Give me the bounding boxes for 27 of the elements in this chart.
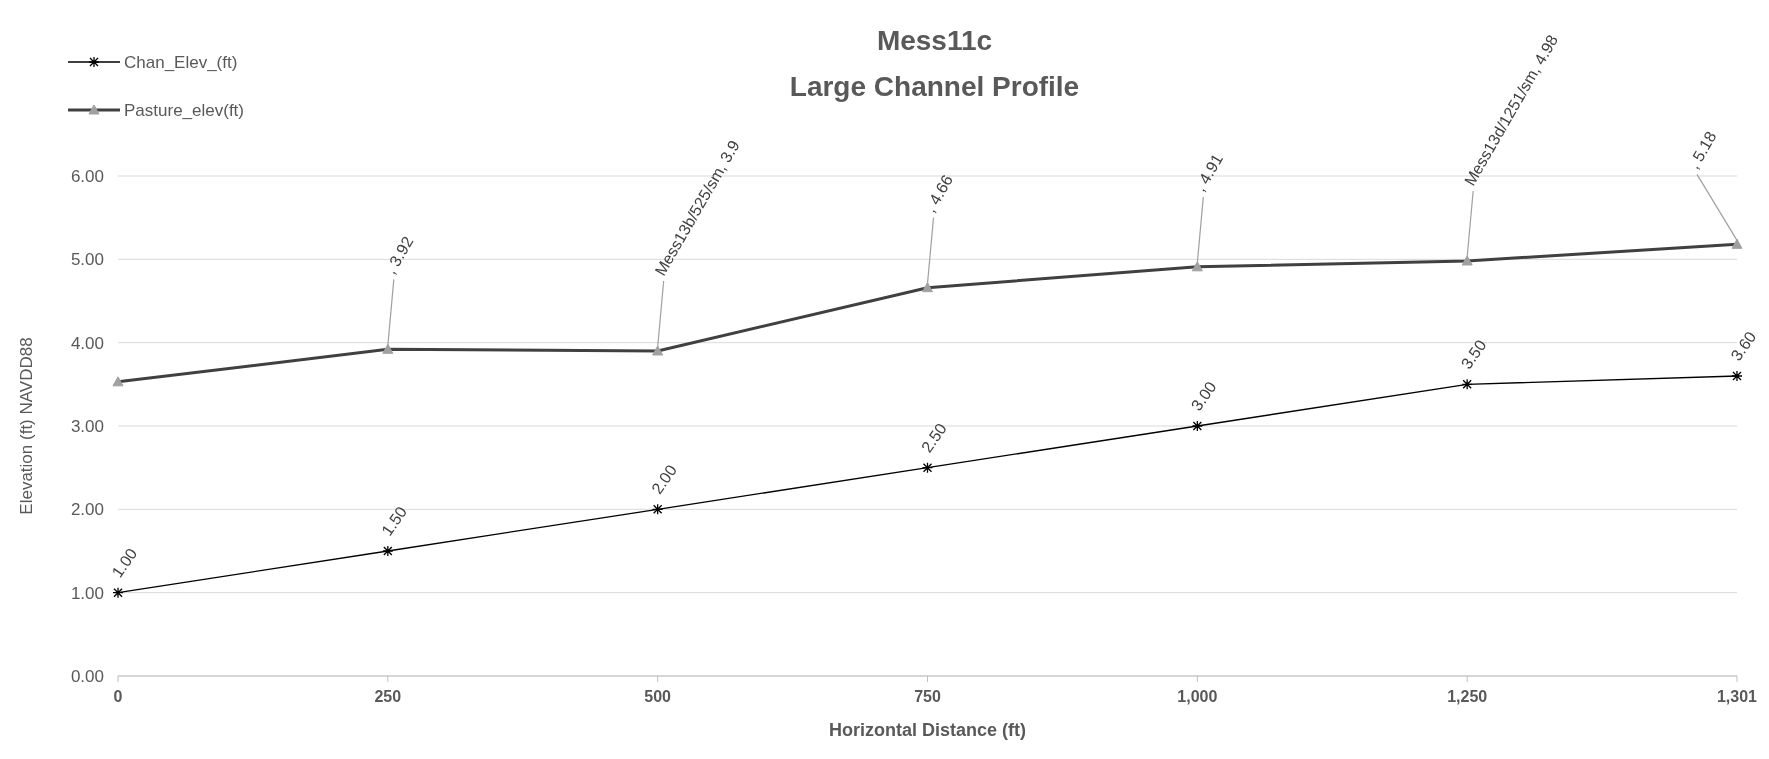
y-tick-label: 4.00 xyxy=(70,333,104,353)
x-tick-label: 750 xyxy=(914,688,941,705)
chart-title: Mess11c xyxy=(876,25,993,56)
legend-label: Pasture_elev(ft) xyxy=(124,100,244,120)
x-tick-label: 0 xyxy=(113,688,123,705)
point xyxy=(652,503,664,515)
x-tick-label: 1,250 xyxy=(1447,688,1488,705)
x-tick-label: 1,000 xyxy=(1177,688,1218,705)
point xyxy=(1191,420,1203,432)
y-tick-label: 5.00 xyxy=(70,250,104,270)
y-tick-label: 6.00 xyxy=(70,166,104,186)
y-tick-label: 3.00 xyxy=(70,416,104,436)
point xyxy=(921,462,934,474)
x-tick-label: 500 xyxy=(644,688,672,705)
y-tick-label: 1.00 xyxy=(70,583,104,603)
point xyxy=(112,587,124,599)
point xyxy=(1731,370,1743,382)
legend-label: Chan_Elev_(ft) xyxy=(124,52,238,72)
chart-subtitle: Large Channel Profile xyxy=(789,71,1080,102)
y-axis-title: Elevation (ft) NAVDD88 xyxy=(17,337,36,515)
y-tick-label: 2.00 xyxy=(70,500,104,520)
x-tick-label: 1,301 xyxy=(1716,688,1758,705)
point xyxy=(382,545,394,557)
y-tick-label: 0.00 xyxy=(70,666,104,686)
x-axis-title: Horizontal Distance (ft) xyxy=(828,720,1027,740)
point xyxy=(1461,378,1473,390)
x-tick-label: 250 xyxy=(374,688,402,705)
